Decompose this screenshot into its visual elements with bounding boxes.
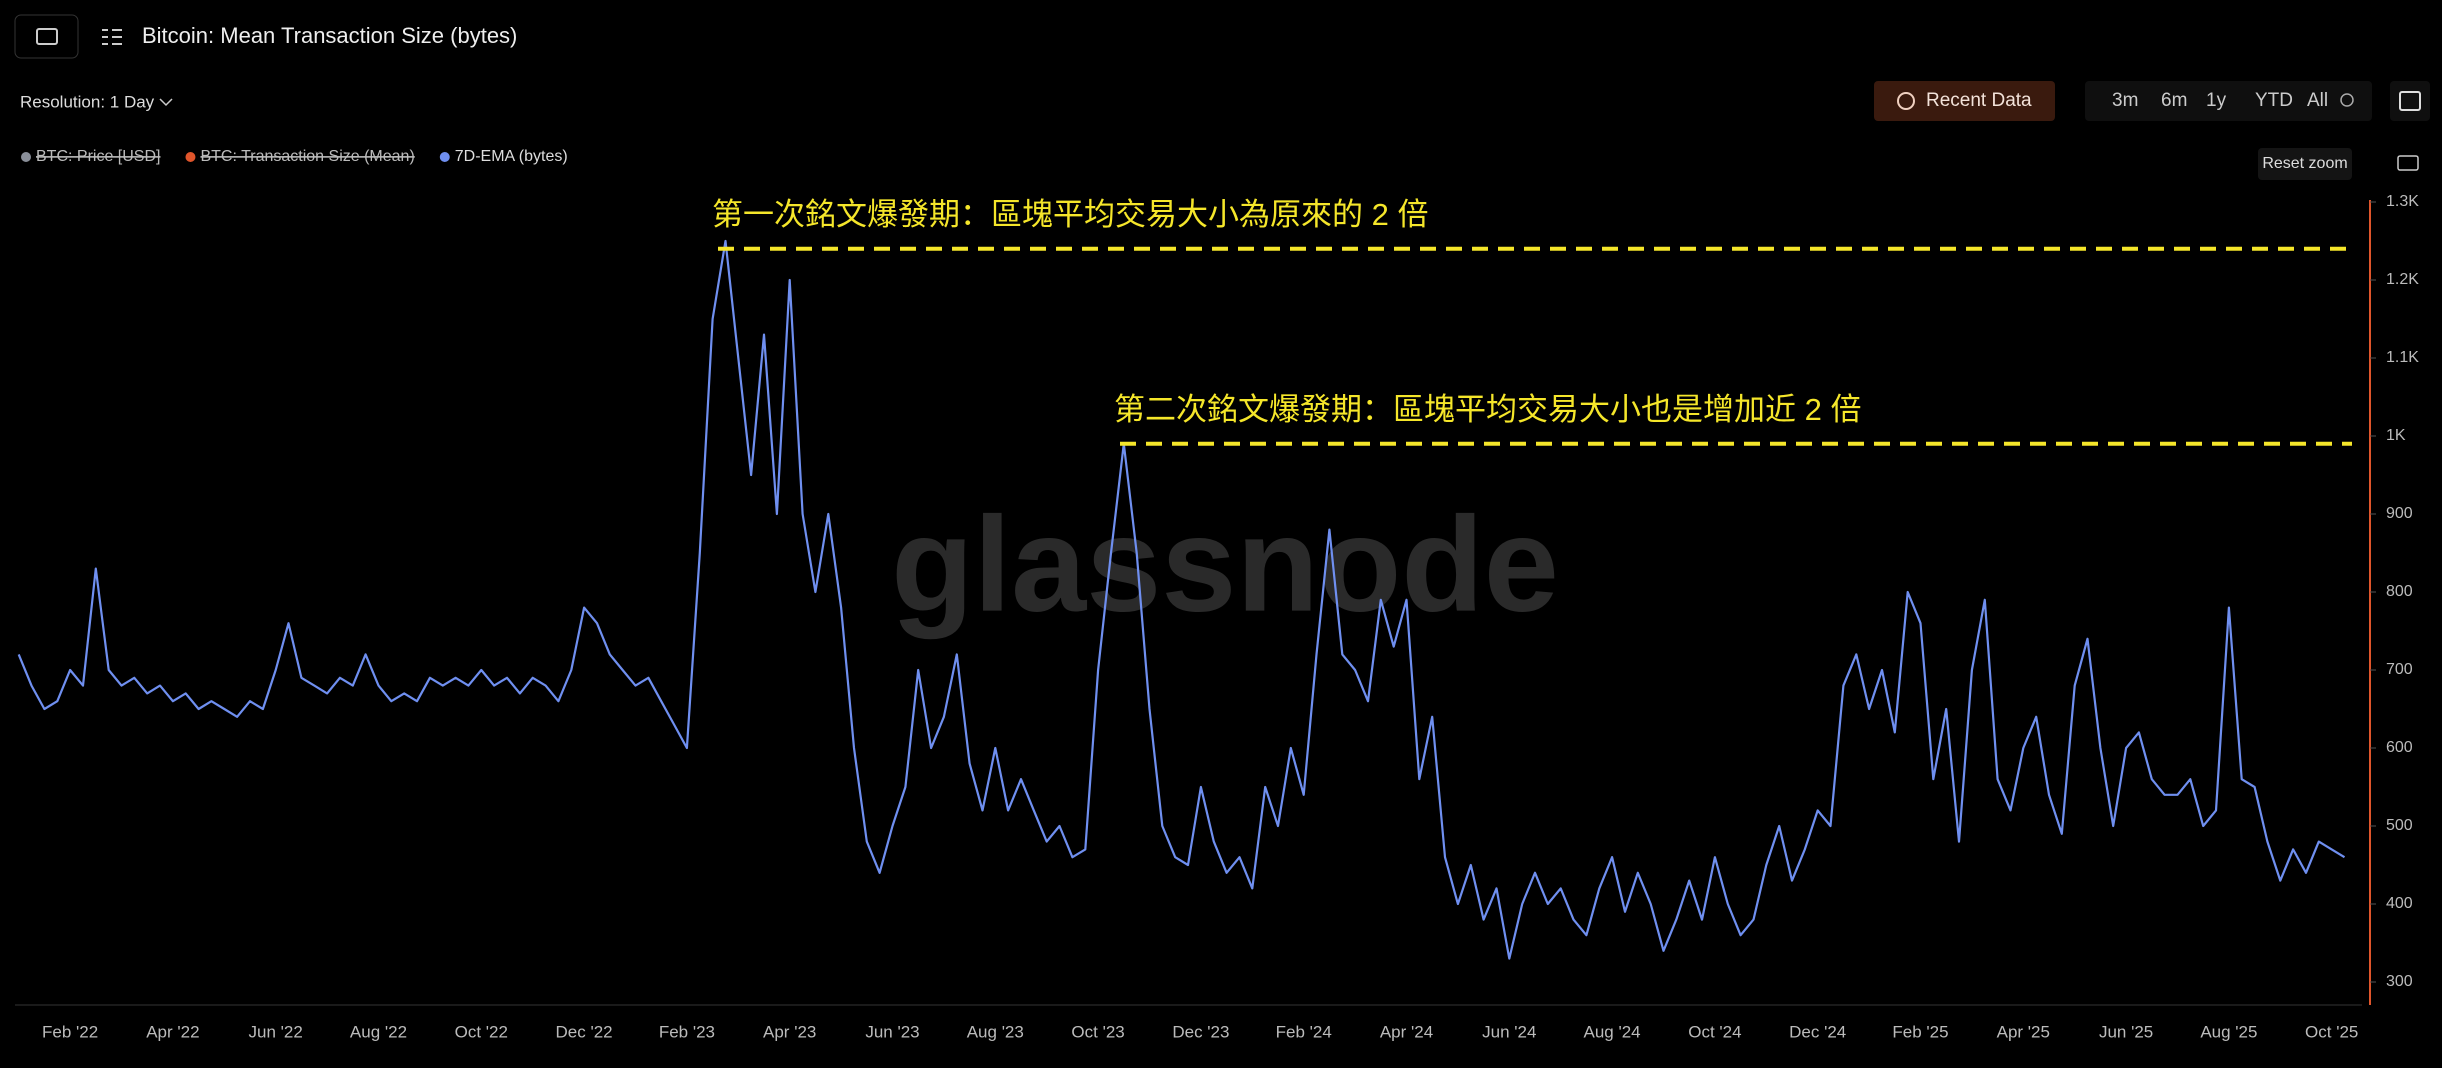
x-tick-label: Aug '24 (1584, 1022, 1641, 1041)
recent-button[interactable] (1874, 81, 2055, 121)
x-tick-label: Dec '23 (1172, 1022, 1229, 1041)
x-tick-label: Apr '23 (763, 1022, 816, 1041)
x-tick-label: Oct '22 (455, 1022, 508, 1041)
x-tick-label: Feb '22 (42, 1022, 98, 1041)
y-tick-label: 1K (2386, 427, 2406, 444)
legend-entry[interactable]: BTC: Price [USD] (36, 148, 160, 165)
reset-button[interactable] (2258, 148, 2352, 180)
legend-entry[interactable]: 7D-EMA (bytes) (455, 148, 568, 165)
y-tick-label: 500 (2386, 817, 2413, 834)
watermark: glassnode (891, 489, 1559, 640)
y-tick-label: 1.1K (2386, 349, 2419, 366)
legend-dot (21, 152, 31, 162)
x-tick-label: Feb '23 (659, 1022, 715, 1041)
y-tick-label: 1.3K (2386, 193, 2419, 210)
y-tick-label: 600 (2386, 739, 2413, 756)
x-tick-label: Jun '22 (249, 1022, 303, 1041)
title: Bitcoin: Mean Transaction Size (bytes) (142, 23, 517, 48)
range-button[interactable]: 1y (2206, 90, 2227, 111)
x-tick-label: Apr '25 (1997, 1022, 2050, 1041)
legend-entry[interactable]: BTC: Transaction Size (Mean) (200, 148, 414, 165)
y-tick-label: 300 (2386, 973, 2413, 990)
x-tick-label: Oct '25 (2305, 1022, 2358, 1041)
range-button[interactable]: 6m (2161, 90, 2187, 111)
range-group (2085, 81, 2372, 121)
range-button[interactable]: All (2307, 90, 2328, 111)
calendar-icon (2399, 91, 2421, 111)
settings-icon[interactable] (102, 29, 122, 45)
history-icon (1897, 92, 1915, 110)
y-tick-label: 1.2K (2386, 271, 2419, 288)
x-tick-label: Aug '23 (967, 1022, 1024, 1041)
range-button[interactable]: YTD (2255, 90, 2293, 111)
y-tick-label: 800 (2386, 583, 2413, 600)
y-tick-label: 900 (2386, 505, 2413, 522)
calendar-button[interactable] (2390, 81, 2430, 121)
x-tick-label: Apr '24 (1380, 1022, 1433, 1041)
annotation-text: 第二次銘文爆發期：區塊平均交易大小也是增加近 2 倍 (1114, 392, 1861, 427)
data-line (17, 239, 2346, 960)
y-tick-label: 700 (2386, 661, 2413, 678)
x-tick-label: Jun '23 (865, 1022, 919, 1041)
legend-dot (185, 152, 196, 162)
resolution[interactable]: Resolution: 1 Day (20, 92, 155, 111)
reset-label: Reset zoom (2262, 155, 2347, 172)
x-tick-label: Aug '22 (350, 1022, 407, 1041)
y-tick-label: 400 (2386, 895, 2413, 912)
camera-icon[interactable] (2397, 155, 2419, 171)
x-tick-label: Oct '23 (1071, 1022, 1124, 1041)
x-tick-label: Feb '24 (1276, 1022, 1332, 1041)
legend-dot (439, 152, 450, 162)
chevron (159, 98, 173, 107)
zoom-icon[interactable] (2340, 93, 2354, 107)
sidebar-icon (36, 28, 58, 45)
x-tick-label: Aug '25 (2200, 1022, 2257, 1041)
x-tick-label: Jun '24 (1482, 1022, 1536, 1041)
annotation-text: 第一次銘文爆發期：區塊平均交易大小為原來的 2 倍 (712, 197, 1428, 232)
range-button[interactable]: 3m (2112, 90, 2138, 111)
x-tick-label: Apr '22 (146, 1022, 199, 1041)
x-tick-label: Dec '22 (556, 1022, 613, 1041)
x-tick-label: Dec '24 (1789, 1022, 1846, 1041)
x-tick-label: Feb '25 (1892, 1022, 1948, 1041)
x-tick-label: Jun '25 (2099, 1022, 2153, 1041)
recent-label: Recent Data (1926, 90, 2032, 111)
sidebar-button[interactable] (14, 14, 79, 59)
x-tick-label: Oct '24 (1688, 1022, 1741, 1041)
